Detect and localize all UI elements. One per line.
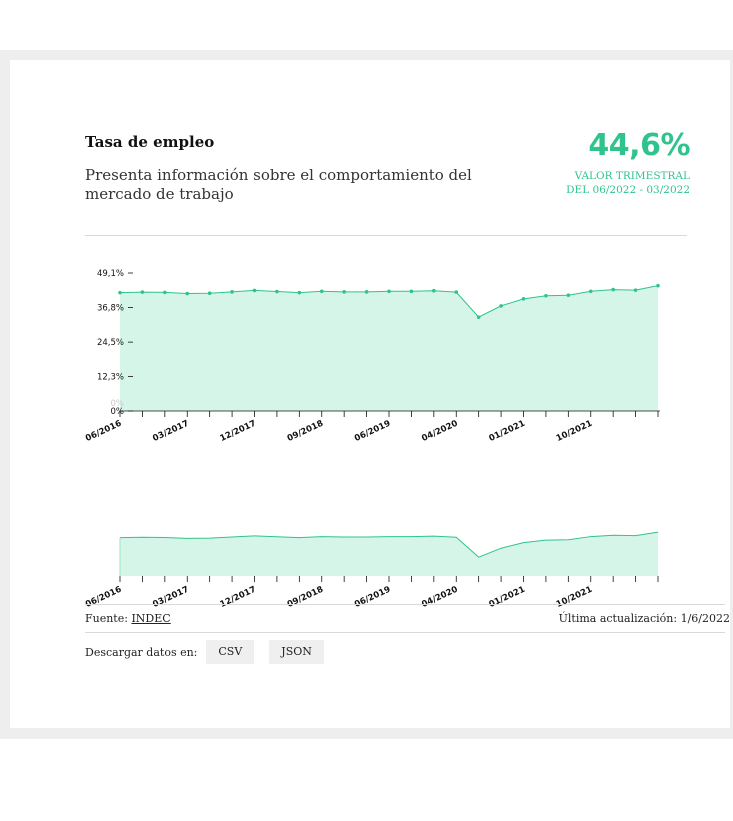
data-point[interactable] [611, 287, 615, 292]
data-point[interactable] [319, 289, 324, 294]
overview-x-tick-label: 01/2021 [488, 585, 527, 610]
y-tick-label: 36,8% [97, 304, 124, 314]
data-point[interactable] [432, 288, 436, 293]
x-tick-label: 10/2021 [555, 419, 594, 444]
data-point[interactable] [476, 315, 481, 319]
y-tick-label: 12,3% [97, 372, 124, 382]
data-point[interactable] [656, 283, 660, 288]
data-point[interactable] [521, 297, 526, 301]
main-chart: 49,1% 36,8% 24,5% 12,3% 0%0% 06/2016 03/2017 12… [84, 269, 660, 444]
x-tick-label: 06/2019 [353, 419, 392, 444]
last-updated: Última actualización: 1/6/2022 [558, 612, 730, 625]
data-point[interactable] [342, 290, 346, 294]
data-point[interactable] [499, 304, 503, 308]
x-tick-label: 01/2021 [488, 419, 527, 444]
kpi-value: 44,6% [588, 128, 690, 163]
data-point[interactable] [387, 289, 391, 294]
data-point[interactable] [185, 291, 190, 296]
overview-line [119, 531, 659, 558]
chart-card: Tasa de empleo Presenta información sobr… [10, 60, 730, 728]
overview-chart[interactable]: 06/2016 03/2017 12/2017 09/2018 06/2019 04/20… [84, 531, 659, 610]
y-zero-ghost-label: 0% [111, 399, 125, 409]
overview-x-tick-label: 12/2017 [219, 585, 258, 610]
overview-x-tick-label: 03/2017 [151, 585, 190, 610]
data-point[interactable] [364, 290, 369, 294]
data-point[interactable] [633, 288, 638, 292]
data-point[interactable] [297, 290, 302, 295]
x-tick-label: 06/2016 [84, 419, 123, 444]
x-tick-label: 09/2018 [286, 419, 325, 444]
json-button[interactable]: JSON [269, 640, 324, 664]
data-point[interactable] [544, 293, 548, 298]
download-label: Descargar datos en: [85, 645, 198, 659]
kpi-label-line2: DEL 06/2022 - 03/2022 [566, 184, 690, 196]
csv-button[interactable]: CSV [206, 640, 255, 664]
data-point[interactable] [566, 293, 571, 298]
data-point[interactable] [454, 290, 459, 294]
data-point[interactable] [163, 290, 167, 295]
data-point[interactable] [275, 289, 279, 294]
chart-svg: 49,1% 36,8% 24,5% 12,3% 0%0% 06/2016 03/2017 12… [84, 269, 660, 610]
data-point[interactable] [252, 288, 257, 293]
main-area [120, 285, 658, 411]
overview-x-tick-label: 10/2021 [555, 585, 594, 610]
data-point[interactable] [588, 289, 593, 294]
data-point[interactable] [140, 290, 145, 294]
footer-divider-top [85, 604, 725, 605]
y-tick-label: 0% [111, 407, 125, 417]
x-tick-label: 03/2017 [151, 419, 190, 444]
kpi-label-line1: VALOR TRIMESTRAL [574, 170, 690, 182]
data-point[interactable] [207, 291, 212, 296]
footer-divider-bottom [85, 632, 725, 633]
data-point[interactable] [409, 289, 414, 294]
data-point[interactable] [118, 290, 122, 295]
source: Fuente: INDEC [85, 612, 171, 625]
chart-title: Tasa de empleo [85, 133, 215, 151]
y-tick-label: 24,5% [97, 338, 124, 348]
overview-x-tick-label: 04/2020 [420, 585, 459, 610]
x-tick-label: 04/2020 [420, 419, 459, 444]
header-divider [85, 235, 687, 236]
overview-x-tick-label: 09/2018 [286, 585, 325, 610]
download-row: Descargar datos en: CSV JSON [85, 640, 324, 664]
x-tick-label: 12/2017 [219, 419, 258, 444]
source-link[interactable]: INDEC [131, 612, 171, 625]
y-tick-label: 49,1% [97, 269, 124, 279]
chart-subtitle: Presenta información sobre el comportami… [85, 166, 472, 203]
source-label: Fuente: [85, 612, 128, 625]
overview-x-tick-label: 06/2019 [353, 585, 392, 610]
data-point[interactable] [230, 290, 234, 294]
kpi-label: VALOR TRIMESTRAL DEL 06/2022 - 03/2022 [566, 169, 690, 197]
overview-x-tick-label: 06/2016 [84, 585, 123, 610]
